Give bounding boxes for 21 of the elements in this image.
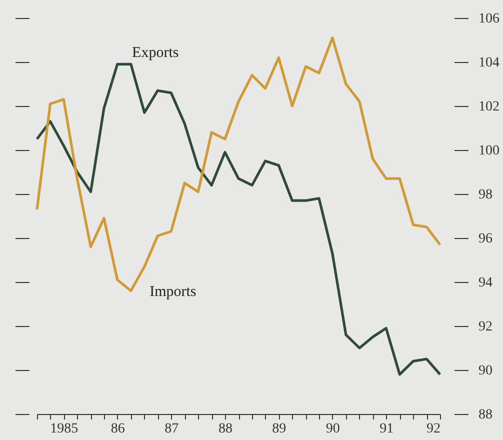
series-label: Exports <box>132 45 179 62</box>
series-label: Imports <box>150 284 196 300</box>
x-tick-label: 87 <box>164 422 179 436</box>
x-tick-label: 1985 <box>50 422 78 436</box>
y-tick-label: 92 <box>478 320 492 334</box>
y-tick-label: 94 <box>478 276 492 290</box>
y-tick-label: 98 <box>478 188 492 202</box>
y-tick-label: 106 <box>478 12 500 26</box>
x-tick-label: 91 <box>380 422 394 436</box>
y-tick-label: 102 <box>478 100 500 114</box>
y-tick-label: 104 <box>478 56 500 70</box>
y-tick-label: 96 <box>478 232 492 246</box>
y-tick-label: 100 <box>478 144 500 158</box>
x-tick-label: 92 <box>426 422 440 436</box>
y-tick-label: 90 <box>478 364 492 378</box>
x-tick-label: 90 <box>326 422 340 436</box>
line-series <box>36 62 442 376</box>
x-tick-label: 86 <box>110 422 125 436</box>
x-tick-label: 88 <box>218 422 232 436</box>
y-tick-label: 88 <box>478 408 492 422</box>
x-tick-label: 89 <box>272 422 286 436</box>
